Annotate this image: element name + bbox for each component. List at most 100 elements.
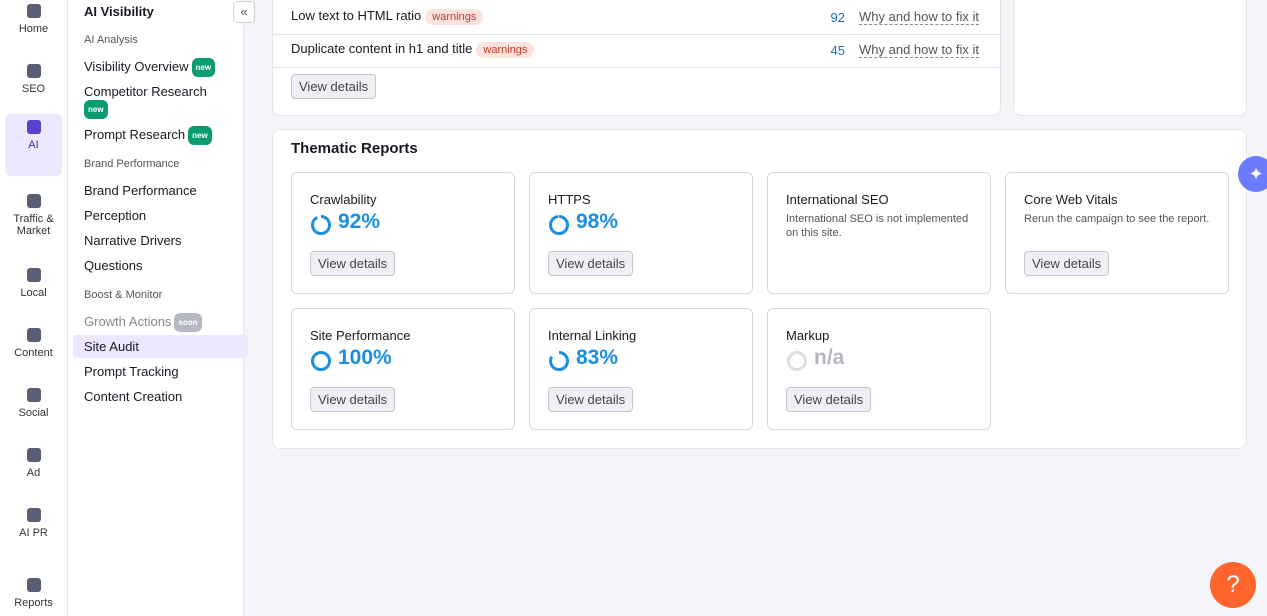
collapse-button[interactable]: « [233,1,255,23]
menu-title: AI Visibility [84,4,154,19]
menu-label: Content Creation [84,389,183,404]
ai-assistant-button[interactable]: ✦ [1238,156,1267,192]
submenu: AI Visibility « AI Analysis Visibility Ov… [68,0,255,616]
view-details-button[interactable]: View details [548,387,634,412]
score-ring [787,351,807,371]
rail-icon [26,194,41,208]
menu-heading: Boost & Monitor [84,289,163,301]
rail-label: Content [14,347,53,359]
menu-label: Questions [84,258,143,273]
rail-icon [26,120,41,134]
rail-item[interactable]: Ad [5,448,62,479]
menu-label: Visibility Overview [84,59,189,74]
tile-description: International SEO is not implemented on … [786,213,969,239]
ring-arc [311,351,331,371]
view-details-button[interactable]: View details [548,251,634,276]
rail-label: AI [28,139,39,151]
ring-arc [549,215,569,235]
rail-item[interactable]: SEO [5,64,62,95]
badge: new [191,58,216,78]
menu-item[interactable]: Narrative Drivers [73,229,248,252]
menu-item[interactable]: Brand Performance [73,179,248,202]
tile-score: 98% [576,210,619,233]
rail-label: Traffic & Market [13,213,54,237]
rail-icon [26,268,41,282]
rail-item[interactable]: Local [5,268,62,299]
report-tile: HTTPS 98% View details [529,172,753,294]
help-button[interactable]: ? [1210,562,1256,608]
view-details-button[interactable]: View details [310,387,396,412]
report-tile: Crawlability 92% View details [291,172,515,294]
view-details-button[interactable]: View details [1024,251,1110,276]
tile-description: Rerun the campaign to see the report. [1024,213,1210,225]
fix-link[interactable]: Why and how to fix it [859,42,979,58]
menu-label: Narrative Drivers [84,233,182,248]
rail-item[interactable]: Social [5,388,62,419]
menu-label: Site Audit [84,339,139,354]
menu-label: Brand Performance [84,183,197,198]
menu-heading: Brand Performance [84,158,180,170]
view-details-button[interactable]: View details [291,74,377,99]
badge: new [84,100,108,120]
score-ring [549,351,569,371]
badge: new [188,126,212,146]
menu-item[interactable]: Content Creation [73,385,248,408]
rail-icon [26,64,41,78]
issue-name: Low text to HTML ratio [291,8,422,23]
menu-item[interactable]: Growth Actions soon [73,310,248,335]
tile-name: International SEO [786,192,889,207]
menu-item[interactable]: Competitor Research new [73,80,248,122]
tile-score: 92% [338,210,381,233]
rail-item[interactable]: Reports [5,578,62,609]
menu-heading: AI Analysis [84,34,138,46]
menu-item[interactable]: Prompt Research new [73,123,248,148]
tile-name: Markup [786,328,830,343]
menu-label: Competitor Research [84,84,207,99]
section-title: Thematic Reports [291,140,418,157]
menu-item[interactable]: Site Audit [73,335,248,358]
tile-name: Crawlability [310,192,377,207]
icon-rail: Home SEO AI Traffic & Market Local Content Soc… [0,0,68,616]
thematic-card: Thematic Reports Crawlability 92% View det… [272,129,1247,449]
tile-name: HTTPS [548,192,591,207]
warning-tag: warnings [476,42,535,58]
issue-text: Duplicate content in h1 and title warning… [291,41,535,58]
menu-label: Growth Actions [84,314,172,329]
menu-item[interactable]: Perception [73,204,248,227]
score-ring [311,351,331,371]
tile-name: Internal Linking [548,328,637,343]
menu-label: Prompt Tracking [84,364,179,379]
ring-arc [311,215,331,235]
issue-count[interactable]: 92 [830,10,845,25]
rail-item[interactable]: Traffic & Market [5,194,62,237]
score-ring [311,215,331,235]
issue-count[interactable]: 45 [830,43,845,58]
report-tile: Site Performance 100% View details [291,308,515,430]
score-ring [549,215,569,235]
menu-item[interactable]: Visibility Overview new [73,55,248,80]
tile-name: Site Performance [310,328,411,343]
menu-label: Prompt Research [84,127,186,142]
rail-label: Home [18,23,49,35]
rail-item[interactable]: AI [5,114,62,176]
rail-item[interactable]: AI PR [5,508,62,539]
view-details-button[interactable]: View details [786,387,872,412]
badge: soon [174,313,202,333]
report-tile: Internal Linking 83% View details [529,308,753,430]
rail-icon [26,448,41,462]
issue-name: Duplicate content in h1 and title [291,41,473,56]
fix-link[interactable]: Why and how to fix it [859,9,979,25]
rail-item[interactable]: Home [5,4,62,35]
rail-item[interactable]: Content [5,328,62,359]
issue-row: Duplicate content in h1 and title warning… [273,34,1000,68]
rail-icon [26,508,41,522]
menu-item[interactable]: Questions [73,254,248,277]
rail-icon [26,578,41,592]
menu-item[interactable]: Prompt Tracking [73,360,248,383]
report-tile: Markup n/a View details [767,308,991,430]
warning-tag: warnings [425,9,484,25]
rail-label: Ad [26,467,41,479]
view-details-button[interactable]: View details [310,251,396,276]
tile-score: n/a [814,346,845,369]
